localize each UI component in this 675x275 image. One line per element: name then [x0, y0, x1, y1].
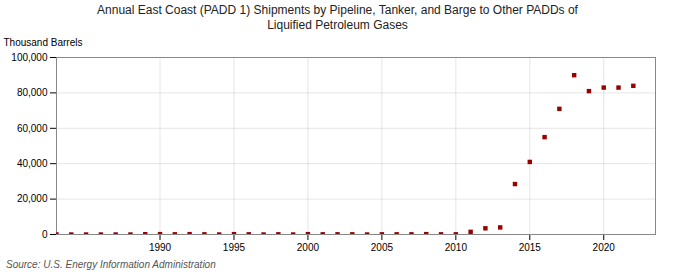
svg-text:2005: 2005	[371, 242, 394, 253]
svg-text:100,000: 100,000	[11, 52, 48, 63]
svg-text:20,000: 20,000	[17, 193, 48, 204]
svg-text:1995: 1995	[223, 242, 246, 253]
svg-text:2010: 2010	[445, 242, 468, 253]
svg-text:2015: 2015	[519, 242, 542, 253]
svg-text:1990: 1990	[149, 242, 172, 253]
html-text:Annual East Coast (PADD 1) Shi: Annual East Coast (PADD 1) Shipments by …	[97, 3, 578, 32]
svg-text:0: 0	[42, 229, 48, 240]
svg-text:2020: 2020	[593, 242, 616, 253]
svg-text:60,000: 60,000	[17, 123, 48, 134]
svg-text:2000: 2000	[297, 242, 320, 253]
svg-text:40,000: 40,000	[17, 158, 48, 169]
svg-text:80,000: 80,000	[17, 87, 48, 98]
html-text:Source: U.S. Energy Informatio: Source: U.S. Energy Information Administ…	[6, 259, 216, 270]
svg-text:Thousand Barrels: Thousand Barrels	[4, 37, 83, 48]
